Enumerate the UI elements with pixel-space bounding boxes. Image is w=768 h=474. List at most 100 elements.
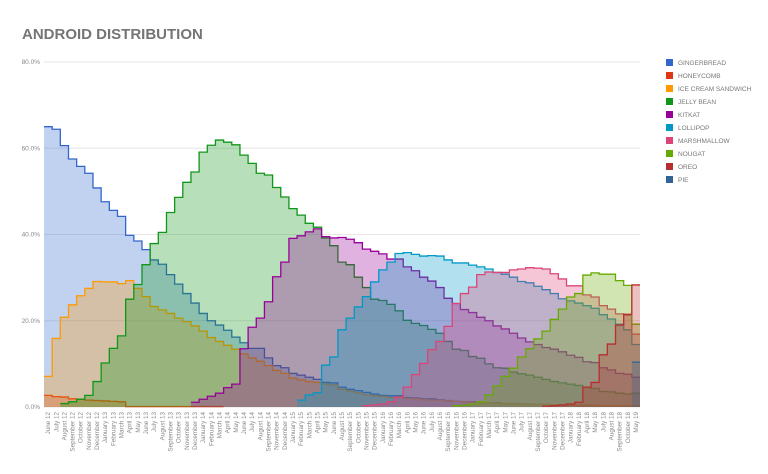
x-tick-label: August 18 bbox=[608, 412, 615, 441]
series-line bbox=[542, 284, 640, 407]
legend-item-pie[interactable]: PIE bbox=[666, 176, 689, 184]
legend-label: MARSHMALLOW bbox=[678, 138, 731, 145]
x-tick-label: February 16 bbox=[388, 412, 395, 446]
legend-item-lollipop[interactable]: LOLLIPOP bbox=[666, 124, 709, 132]
series-area bbox=[297, 252, 640, 407]
x-tick-label: May 13 bbox=[135, 412, 142, 433]
x-tick-label: August 15 bbox=[339, 412, 346, 441]
legend-swatch bbox=[666, 124, 673, 131]
legend-item-nougat[interactable]: NOUGAT bbox=[666, 150, 705, 158]
x-tick-label: March 15 bbox=[306, 412, 313, 439]
legend-label: OREO bbox=[678, 164, 697, 171]
legend-swatch bbox=[666, 59, 673, 66]
x-tick-label: September 13 bbox=[168, 412, 175, 452]
y-tick-label: 60.0% bbox=[22, 145, 41, 152]
x-tick-label: August 17 bbox=[527, 412, 534, 441]
y-tick-label: 0.0% bbox=[25, 404, 40, 411]
legend: GINGERBREAD HONEYCOMB ICE CREAM SANDWICH JE… bbox=[666, 59, 752, 184]
legend-label: PIE bbox=[678, 177, 689, 184]
series-nougat bbox=[452, 272, 640, 407]
x-tick-label: June 15 bbox=[331, 412, 338, 435]
x-tick-label: October 15 bbox=[355, 412, 362, 444]
legend-item-oreo[interactable]: OREO bbox=[666, 163, 697, 171]
x-tick-label: May 18 bbox=[592, 412, 599, 433]
x-tick-label: December 12 bbox=[94, 412, 101, 450]
x-tick-label: January 17 bbox=[470, 412, 477, 444]
legend-item-gingerbread[interactable]: GINGERBREAD bbox=[666, 59, 726, 67]
x-tick-label: January 13 bbox=[102, 412, 109, 444]
series-area bbox=[190, 228, 640, 407]
series-area bbox=[362, 267, 640, 407]
x-tick-label: February 18 bbox=[576, 412, 583, 446]
legend-item-kitkat[interactable]: KITKAT bbox=[666, 111, 700, 119]
x-tick-label: January 15 bbox=[290, 412, 297, 444]
series-kitkat bbox=[190, 228, 640, 407]
series-line bbox=[44, 394, 224, 408]
y-axis: 0.0% 20.0% 40.0% 60.0% 80.0% bbox=[22, 59, 41, 411]
x-tick-label: December 16 bbox=[461, 412, 468, 450]
x-tick-label: May 17 bbox=[502, 412, 509, 433]
x-tick-label: February 17 bbox=[478, 412, 485, 446]
series-ice-cream-sandwich bbox=[44, 279, 640, 407]
x-tick-label: June 16 bbox=[421, 412, 428, 435]
x-tick-label: December 15 bbox=[372, 412, 379, 450]
x-tick-label: September 14 bbox=[266, 412, 273, 452]
legend-item-ice-cream-sandwich[interactable]: ICE CREAM SANDWICH bbox=[666, 85, 752, 93]
y-tick-label: 20.0% bbox=[22, 318, 41, 325]
series-line bbox=[44, 279, 640, 407]
x-tick-label: February 15 bbox=[298, 412, 305, 446]
series-honeycomb bbox=[44, 394, 224, 408]
series-area bbox=[542, 284, 640, 407]
x-tick-label: June 17 bbox=[510, 412, 517, 435]
x-tick-label: February 13 bbox=[110, 412, 117, 446]
x-tick-label: August 14 bbox=[257, 412, 264, 441]
series-line bbox=[452, 272, 640, 407]
x-tick-label: July 14 bbox=[249, 412, 256, 432]
plot-area bbox=[44, 126, 640, 408]
series-area bbox=[44, 280, 640, 407]
y-tick-label: 80.0% bbox=[22, 59, 41, 66]
series-lollipop bbox=[297, 251, 640, 407]
legend-swatch bbox=[666, 137, 673, 144]
x-tick-label: November 16 bbox=[453, 412, 460, 450]
x-tick-label: January 18 bbox=[568, 412, 575, 444]
x-tick-label: May 14 bbox=[233, 412, 240, 433]
x-tick-label: October 17 bbox=[543, 412, 550, 444]
x-tick-label: September 15 bbox=[347, 412, 354, 452]
series-pie bbox=[631, 361, 640, 407]
series-area bbox=[631, 362, 640, 407]
legend-label: ICE CREAM SANDWICH bbox=[678, 86, 752, 93]
legend-swatch bbox=[666, 85, 673, 92]
x-tick-label: March 17 bbox=[486, 412, 493, 439]
x-tick-label: June 14 bbox=[241, 412, 248, 435]
series-area bbox=[452, 272, 640, 407]
x-tick-label: November 14 bbox=[274, 412, 281, 450]
x-tick-label: July 16 bbox=[429, 412, 436, 432]
legend-item-honeycomb[interactable]: HONEYCOMB bbox=[666, 72, 721, 80]
x-tick-label: June 12 bbox=[45, 412, 52, 435]
gridlines bbox=[44, 61, 640, 408]
legend-label: GINGERBREAD bbox=[678, 60, 726, 67]
legend-item-jelly-bean[interactable]: JELLY BEAN bbox=[666, 98, 716, 106]
x-tick-label: November 17 bbox=[551, 412, 558, 450]
legend-swatch bbox=[666, 163, 673, 170]
legend-label: LOLLIPOP bbox=[678, 125, 709, 132]
x-tick-label: October 18 bbox=[625, 412, 632, 444]
x-tick-label: May 15 bbox=[323, 412, 330, 433]
legend-item-marshmallow[interactable]: MARSHMALLOW bbox=[666, 137, 731, 145]
legend-swatch bbox=[666, 176, 673, 183]
x-tick-label: August 13 bbox=[159, 412, 166, 441]
legend-swatch bbox=[666, 98, 673, 105]
x-tick-label: July 18 bbox=[600, 412, 607, 432]
x-tick-label: April 17 bbox=[494, 412, 501, 434]
series-line bbox=[190, 228, 640, 403]
x-tick-label: November 13 bbox=[184, 412, 191, 450]
x-tick-label: October 13 bbox=[176, 412, 183, 444]
series-line bbox=[297, 251, 640, 401]
x-tick-label: September 12 bbox=[70, 412, 77, 452]
series-area bbox=[44, 126, 640, 407]
x-tick-label: July 12 bbox=[53, 412, 60, 432]
x-tick-label: July 17 bbox=[519, 412, 526, 432]
x-tick-label: April 15 bbox=[315, 412, 322, 434]
x-tick-label: December 13 bbox=[192, 412, 199, 450]
